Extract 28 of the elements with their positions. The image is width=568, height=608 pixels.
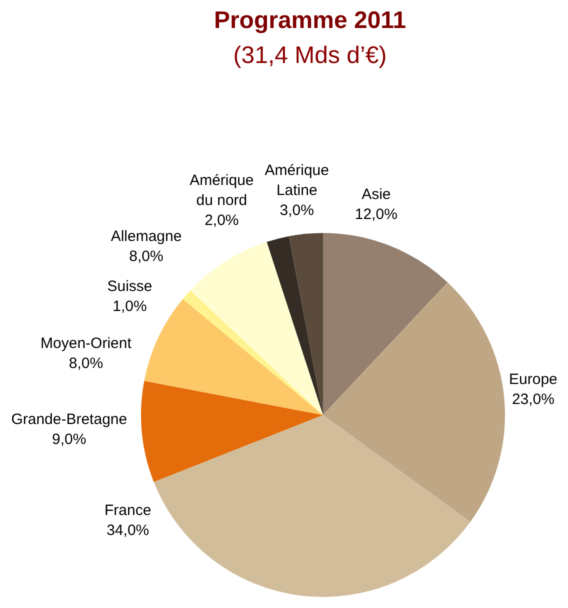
slice-label: Allemagne (110, 227, 183, 248)
chart-subtitle: (31,4 Mds d’€) (232, 41, 388, 71)
data-label: 12,0% (354, 204, 398, 225)
pie-slice (141, 380, 323, 482)
pie-slice (190, 242, 323, 415)
data-label: 34,0% (106, 520, 150, 541)
slice-label: Asie (360, 184, 392, 205)
chart-title: Programme 2011 (212, 6, 408, 36)
data-label: 3,0% (278, 200, 315, 221)
data-label: 8,0% (68, 354, 104, 374)
slice-label: Amérique Latine (264, 160, 330, 201)
pie-slice (323, 233, 448, 415)
data-label: 9,0% (51, 430, 88, 450)
slice-label: Moyen-Orient (40, 334, 132, 354)
pie-slice (182, 290, 323, 415)
pie-slice (288, 233, 323, 415)
slice-label: France (104, 500, 152, 521)
slice-label: Europe (508, 370, 558, 390)
data-label: 8,0% (128, 247, 164, 268)
slice-label: Grande-Bretagne (10, 410, 128, 430)
pie-slice (323, 282, 505, 522)
data-label: 2,0% (204, 211, 240, 232)
pie-slice (154, 415, 470, 597)
data-label: 1,0% (112, 297, 148, 318)
slice-label: Suisse (106, 277, 154, 298)
slice-label: Amérique du nord (188, 171, 255, 212)
data-label: 23,0% (510, 390, 556, 410)
pie-slice (266, 236, 323, 415)
